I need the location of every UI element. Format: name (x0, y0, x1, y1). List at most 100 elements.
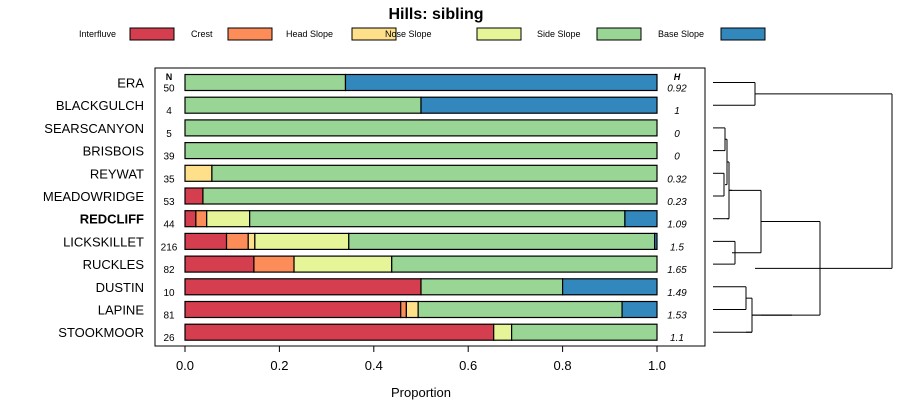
n-value-lapine: 81 (163, 311, 175, 322)
row-label-brisbois: BRISBOIS (83, 144, 145, 159)
n-value-meadowridge: 53 (163, 197, 175, 208)
bar-meadowridge-interfluve (184, 187, 204, 205)
row-brisbois: BRISBOIS 39 0 (83, 142, 680, 163)
legend-label-nose-slope: Nose Slope (385, 29, 432, 39)
bar-stookmoor-nose-slope (493, 323, 513, 341)
bar-dustin-base-slope (561, 278, 658, 296)
row-label-blackgulch: BLACKGULCH (56, 98, 144, 113)
bar-lickskillet-interfluve (184, 232, 228, 250)
bar-reywat-side-slope (211, 164, 658, 182)
row-label-lapine: LAPINE (98, 303, 145, 318)
row-label-ruckles: RUCKLES (83, 257, 145, 272)
plot-panel (154, 67, 706, 347)
h-value-searscanyon: 0 (674, 129, 680, 140)
bar-lickskillet-side-slope (348, 232, 656, 250)
legend-swatch-interfluve (129, 27, 175, 41)
h-column-header: H (674, 72, 681, 82)
x-tick-label-2: 0.4 (365, 358, 383, 373)
bar-lapine-interfluve (184, 300, 402, 319)
bar-meadowridge-side-slope (202, 187, 658, 205)
legend: Interfluve Crest Head Slope Nose Slope Side … (79, 27, 766, 41)
bar-era-side-slope (184, 73, 347, 92)
x-tick-label-0: 0.0 (176, 358, 194, 373)
row-blackgulch: BLACKGULCH 4 1 (56, 96, 680, 117)
bar-lapine-head-slope (405, 300, 419, 319)
legend-label-crest: Crest (191, 29, 213, 39)
row-label-era: ERA (117, 76, 144, 91)
n-value-reywat: 35 (163, 174, 175, 185)
h-value-stookmoor: 1.1 (670, 333, 684, 344)
bar-redcliff-side-slope (249, 210, 626, 228)
h-value-ruckles: 1.65 (667, 265, 687, 276)
legend-swatch-crest (227, 27, 273, 41)
row-meadowridge: MEADOWRIDGE 53 0.23 (43, 187, 687, 208)
n-value-era: 50 (163, 84, 175, 95)
bar-dustin-interfluve (184, 278, 422, 296)
bar-searscanyon-side-slope (184, 119, 658, 137)
bar-redcliff-crest (195, 210, 208, 228)
n-value-redcliff: 44 (163, 220, 175, 231)
bar-ruckles-crest (253, 255, 295, 273)
bar-stookmoor-side-slope (511, 323, 658, 341)
row-label-stookmoor: STOOKMOOR (58, 325, 144, 340)
bar-lapine-side-slope (417, 300, 623, 319)
legend-label-interfluve: Interfluve (79, 29, 116, 39)
x-axis-label: Proportion (391, 385, 451, 400)
row-redcliff: REDCLIFF 44 1.09 (80, 210, 687, 231)
bar-stookmoor-interfluve (184, 323, 495, 341)
bar-lapine-base-slope (621, 300, 658, 319)
row-label-redcliff: REDCLIFF (80, 212, 144, 227)
bar-lickskillet-base-slope (654, 232, 658, 250)
bar-redcliff-interfluve (184, 210, 197, 228)
row-label-reywat: REYWAT (90, 166, 144, 181)
h-value-lapine: 1.53 (667, 311, 687, 322)
h-value-meadowridge: 0.23 (667, 197, 687, 208)
h-value-brisbois: 0 (674, 152, 680, 163)
bar-lapine-crest (400, 300, 407, 319)
row-label-lickskillet: LICKSKILLET (63, 234, 144, 249)
x-tick-label-5: 1.0 (648, 358, 666, 373)
n-value-searscanyon: 5 (166, 129, 172, 140)
bar-blackgulch-base-slope (420, 96, 658, 114)
h-value-dustin: 1.49 (667, 288, 687, 299)
row-stookmoor: STOOKMOOR 26 1.1 (58, 323, 684, 344)
legend-label-base-slope: Base Slope (658, 29, 704, 39)
legend-swatch-head-slope (351, 27, 397, 41)
legend-label-side-slope: Side Slope (537, 29, 581, 39)
bar-reywat-head-slope (184, 164, 213, 182)
bar-brisbois-side-slope (184, 142, 658, 160)
bar-era-base-slope (344, 73, 658, 92)
n-value-stookmoor: 26 (163, 333, 175, 344)
x-tick-label-3: 0.6 (459, 358, 477, 373)
row-lapine: LAPINE 81 1.53 (98, 300, 687, 322)
row-dustin: DUSTIN 10 1.49 (96, 278, 687, 299)
bar-ruckles-side-slope (391, 255, 658, 273)
bar-ruckles-interfluve (184, 255, 255, 273)
n-value-blackgulch: 4 (166, 106, 172, 117)
h-value-blackgulch: 1 (674, 106, 680, 117)
x-tick-label-1: 0.2 (270, 358, 288, 373)
h-value-era: 0.92 (667, 84, 687, 95)
legend-swatch-nose-slope (476, 27, 522, 41)
row-label-meadowridge: MEADOWRIDGE (43, 189, 144, 204)
row-ruckles: RUCKLES 82 1.65 (83, 255, 687, 276)
x-axis: 0.0 0.2 0.4 0.6 0.8 1.0 (176, 346, 666, 373)
h-value-lickskillet: 1.5 (670, 242, 684, 253)
bar-lickskillet-head-slope (247, 232, 256, 250)
bar-ruckles-nose-slope (293, 255, 393, 273)
legend-label-head-slope: Head Slope (286, 29, 333, 39)
chart-title: Hills: sibling (388, 6, 483, 23)
bar-redcliff-nose-slope (206, 210, 251, 228)
row-label-dustin: DUSTIN (96, 280, 144, 295)
n-value-ruckles: 82 (163, 265, 175, 276)
row-era: ERA 50 0.92 (117, 73, 687, 95)
n-value-lickskillet: 216 (161, 242, 178, 253)
bar-redcliff-base-slope (624, 210, 658, 228)
bar-blackgulch-side-slope (184, 96, 422, 114)
n-value-brisbois: 39 (163, 152, 175, 163)
bar-lickskillet-nose-slope (254, 232, 350, 250)
bar-dustin-side-slope (420, 278, 564, 296)
row-searscanyon: SEARSCANYON 5 0 (44, 119, 680, 140)
